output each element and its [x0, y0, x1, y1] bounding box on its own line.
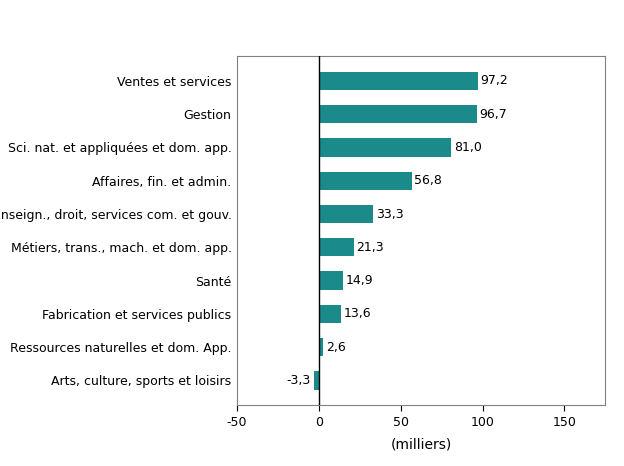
Text: 21,3: 21,3: [356, 241, 384, 254]
Bar: [319, 205, 373, 223]
Bar: [319, 238, 354, 256]
Text: 56,8: 56,8: [414, 174, 442, 187]
X-axis label: (milliers): (milliers): [391, 437, 452, 451]
Bar: [319, 138, 452, 157]
Bar: [313, 371, 319, 390]
Text: 33,3: 33,3: [376, 207, 404, 220]
Text: 96,7: 96,7: [480, 108, 507, 121]
Bar: [319, 305, 341, 323]
Text: 13,6: 13,6: [344, 308, 371, 320]
Text: 97,2: 97,2: [480, 75, 508, 88]
Bar: [319, 72, 478, 90]
Text: -3,3: -3,3: [287, 374, 311, 387]
Bar: [319, 105, 477, 123]
Text: 14,9: 14,9: [346, 274, 373, 287]
Bar: [319, 338, 323, 356]
Bar: [319, 171, 412, 190]
Text: 2,6: 2,6: [326, 341, 346, 354]
Text: 81,0: 81,0: [454, 141, 482, 154]
Bar: [319, 271, 343, 290]
